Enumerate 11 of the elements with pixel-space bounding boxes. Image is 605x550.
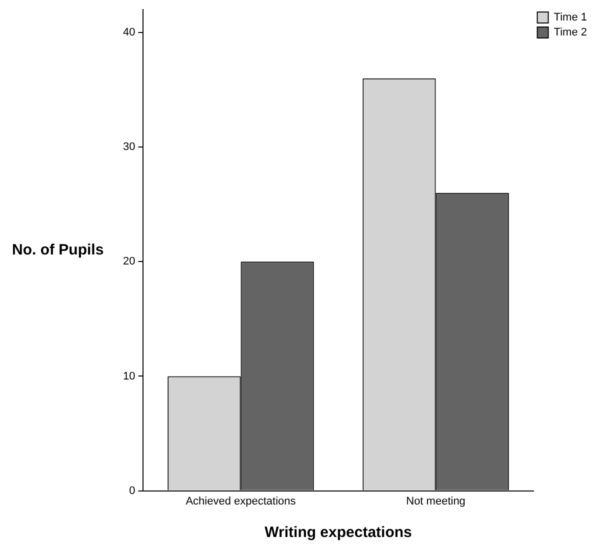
y-tick-label: 40 bbox=[122, 26, 136, 39]
x-axis-title: Writing expectations bbox=[264, 524, 412, 542]
y-tick-label: 10 bbox=[122, 370, 136, 382]
legend-label: Time 1 bbox=[554, 12, 588, 24]
x-tick-label: Not meeting bbox=[406, 495, 466, 508]
y-tick-label: 20 bbox=[122, 256, 136, 268]
y-tick-label: 30 bbox=[122, 141, 136, 154]
y-tick-label: 0 bbox=[129, 484, 136, 497]
y-axis-title: No. of Pupils bbox=[12, 241, 104, 258]
legend-label: Time 2 bbox=[554, 26, 588, 39]
x-tick-label: Achieved expectations bbox=[186, 495, 296, 508]
